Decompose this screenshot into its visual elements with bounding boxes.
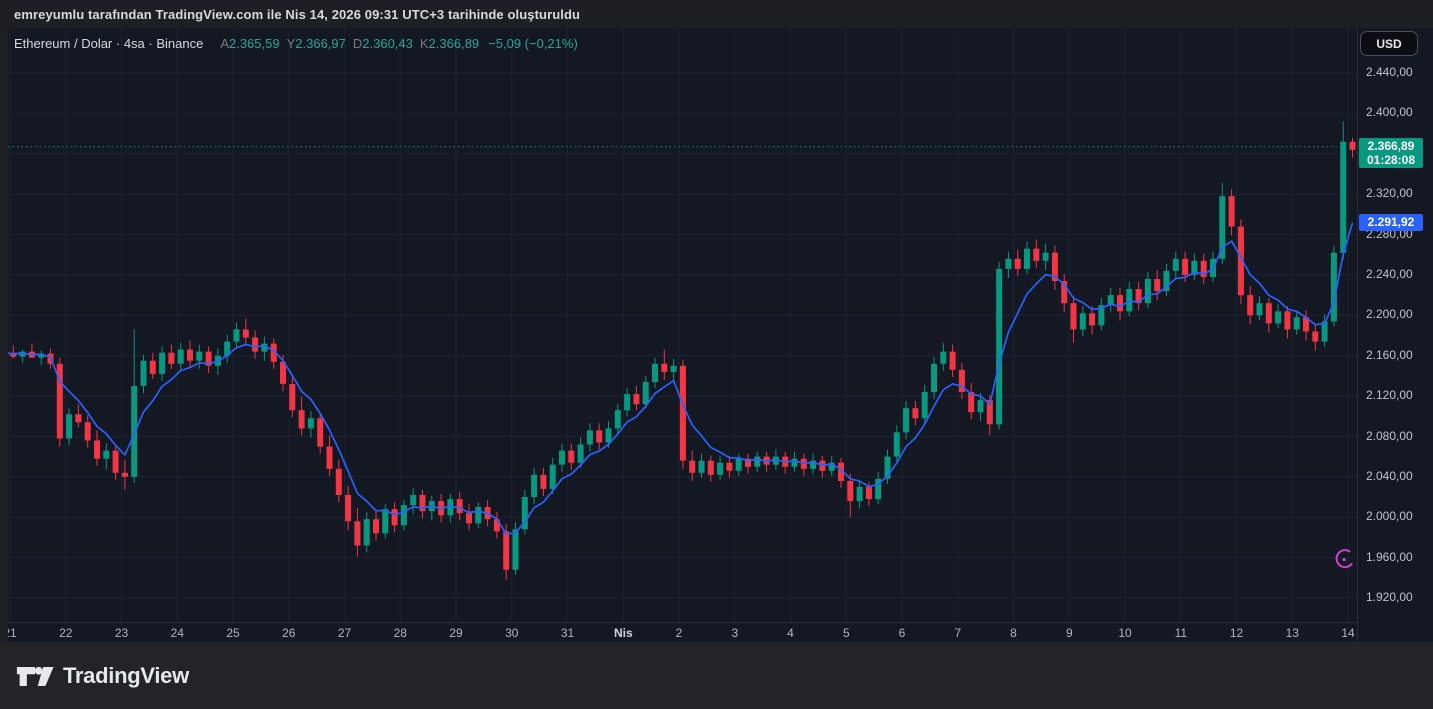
time-axis-label: 10 bbox=[1118, 626, 1132, 640]
tradingview-logo-icon bbox=[16, 666, 54, 686]
time-axis-label: 24 bbox=[170, 626, 184, 640]
price-axis-label: 2.320,00 bbox=[1366, 186, 1413, 201]
price-axis-label: 2.160,00 bbox=[1366, 347, 1413, 362]
price-axis[interactable]: USD 2.440,00 2.400,00 2.320,00 2.280,00 2.24… bbox=[1357, 28, 1433, 642]
time-axis-label: 4 bbox=[787, 626, 794, 640]
currency-button[interactable]: USD bbox=[1360, 31, 1418, 56]
chart-widget: Ethereum / Dolar · 4sa · Binance A 2.365… bbox=[8, 28, 1433, 642]
time-axis-label: 26 bbox=[282, 626, 296, 640]
time-axis-label: 31 bbox=[560, 626, 575, 640]
time-axis-label: 11 bbox=[1174, 626, 1188, 640]
time-axis-label: 3 bbox=[731, 626, 739, 640]
time-axis[interactable]: 2122232425262728293031Nis234567891011121… bbox=[8, 622, 1357, 642]
time-axis-label: 28 bbox=[393, 626, 407, 640]
time-axis-label: 2 bbox=[675, 626, 683, 640]
price-axis-label: 2.040,00 bbox=[1366, 468, 1413, 483]
attribution-text: emreyumlu tarafından TradingView.com ile… bbox=[14, 6, 581, 22]
time-axis-label: 25 bbox=[226, 626, 240, 640]
candle-countdown: 01:28:08 bbox=[1366, 152, 1416, 167]
time-axis-label: 12 bbox=[1229, 626, 1244, 640]
time-axis-label: 9 bbox=[1065, 626, 1073, 640]
price-axis-label: 1.920,00 bbox=[1366, 590, 1413, 604]
last-price-badge: 2.366,89 01:28:08 bbox=[1359, 137, 1423, 168]
time-axis-label: 29 bbox=[449, 626, 463, 640]
candlestick-chart[interactable] bbox=[8, 28, 1357, 622]
price-axis-label: 2.440,00 bbox=[1366, 65, 1413, 79]
magenta-circle-annotation bbox=[1335, 549, 1355, 569]
time-axis-label: 14 bbox=[1341, 626, 1355, 640]
footer-bar: TradingView bbox=[0, 642, 1433, 709]
tradingview-wordmark: TradingView bbox=[63, 662, 189, 688]
last-price-value: 2.366,89 bbox=[1367, 138, 1415, 153]
tradingview-logo[interactable]: TradingView bbox=[16, 662, 189, 690]
attribution-bar: emreyumlu tarafından TradingView.com ile… bbox=[0, 0, 1433, 28]
time-axis-label: 7 bbox=[954, 626, 962, 640]
time-axis-label: 13 bbox=[1285, 626, 1299, 640]
price-axis-label: 2.120,00 bbox=[1366, 388, 1413, 403]
time-axis-label: 21 bbox=[8, 626, 17, 640]
price-axis-label: 2.240,00 bbox=[1366, 266, 1413, 281]
price-axis-label: 2.400,00 bbox=[1366, 105, 1413, 120]
time-axis-label: 27 bbox=[337, 626, 352, 640]
chart-pane[interactable]: Ethereum / Dolar · 4sa · Binance A 2.365… bbox=[8, 28, 1357, 622]
time-axis-label: 6 bbox=[898, 626, 906, 640]
time-axis-label: Nis bbox=[613, 626, 633, 640]
price-axis-label: 2.200,00 bbox=[1366, 307, 1413, 322]
price-axis-label: 1.960,00 bbox=[1366, 549, 1413, 564]
time-axis-label: 5 bbox=[842, 626, 850, 640]
price-axis-label: 2.000,00 bbox=[1366, 509, 1413, 524]
ma-price-badge: 2.291,92 bbox=[1359, 213, 1423, 231]
time-axis-label: 30 bbox=[505, 626, 519, 640]
price-axis-label: 2.080,00 bbox=[1366, 428, 1413, 443]
grid bbox=[8, 28, 1357, 622]
time-axis-label: 22 bbox=[59, 626, 73, 640]
time-axis-label: 23 bbox=[114, 626, 129, 640]
candles bbox=[10, 121, 1356, 580]
time-axis-label: 8 bbox=[1010, 626, 1017, 640]
ma-line bbox=[8, 222, 1354, 535]
